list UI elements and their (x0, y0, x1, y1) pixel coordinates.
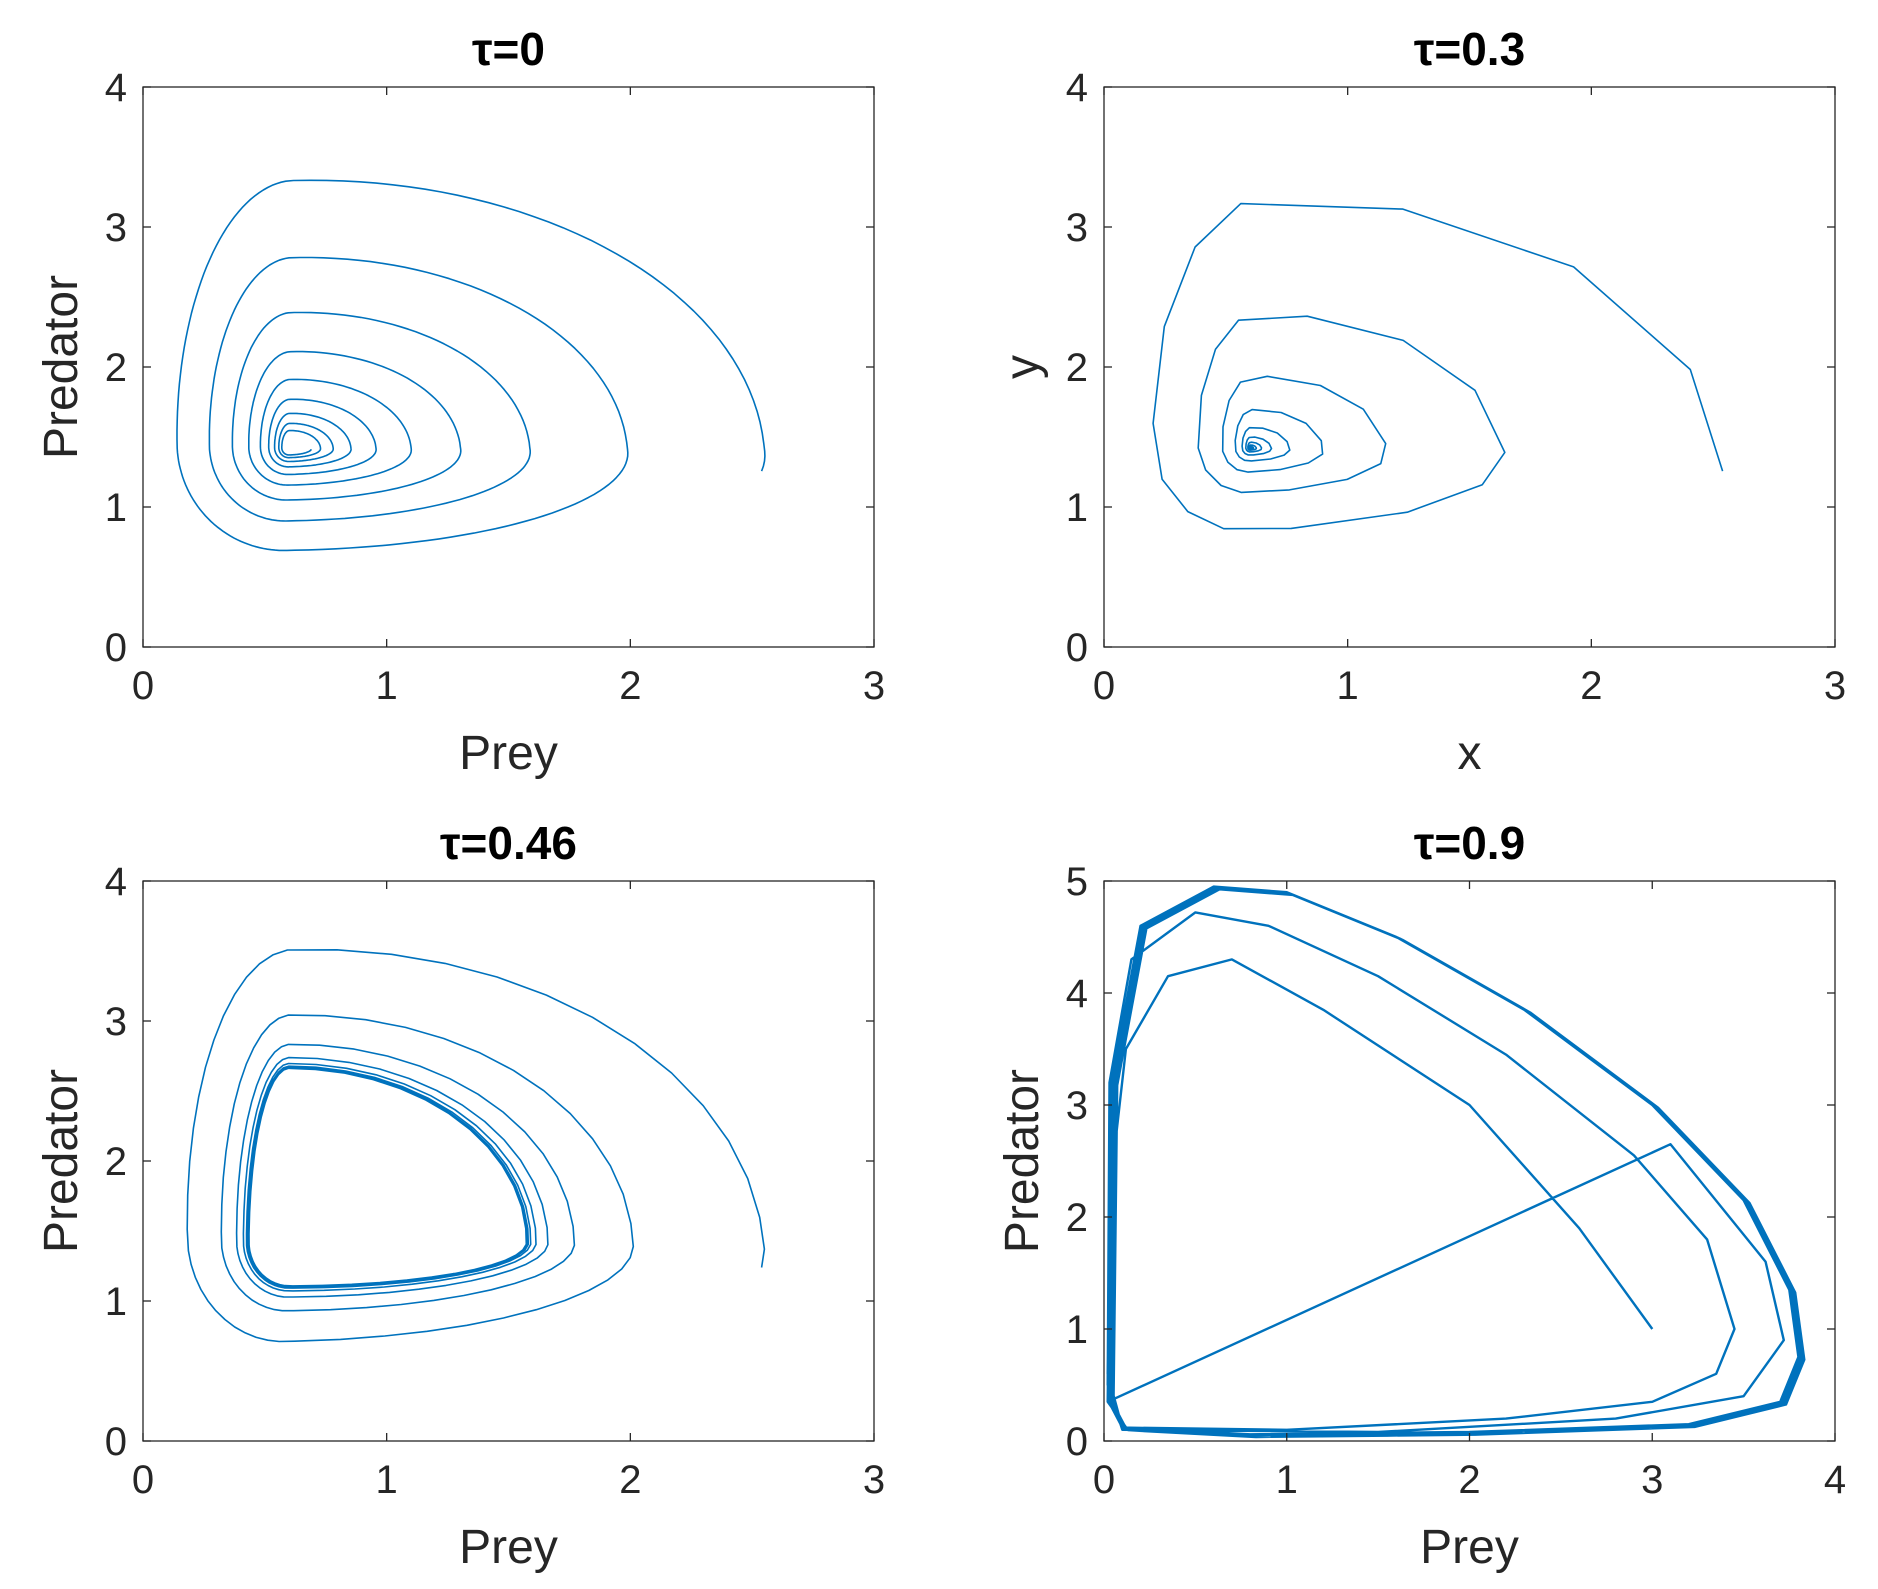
x-tick-label: 3 (863, 1458, 885, 1502)
y-tick-label: 1 (1066, 486, 1088, 530)
x-tick-label: 0 (132, 1458, 154, 1502)
chart-title: τ=0 (472, 23, 545, 75)
y-tick-label: 4 (105, 66, 127, 110)
chart-title: τ=0.46 (440, 817, 577, 869)
y-tick-label: 3 (105, 206, 127, 250)
subplot-3: 0 1 2 3 0 1 2 3 4 Prey Predator τ=0.46 (35, 817, 885, 1574)
x-tick-label: 4 (1824, 1458, 1846, 1502)
y-tick-label: 1 (1066, 1308, 1088, 1352)
x-tick-label: 2 (1458, 1458, 1480, 1502)
y-tick-label: 3 (105, 1000, 127, 1044)
series-line-trajectory (1152, 202, 1724, 530)
x-tick-label: 0 (132, 664, 154, 708)
subplot-2: 0 1 2 3 0 1 2 3 4 x y τ=0.3 (996, 23, 1846, 780)
y-tick-label: 4 (1066, 66, 1088, 110)
y-tick-label: 2 (1066, 1196, 1088, 1240)
y-tick-label: 0 (105, 626, 127, 670)
series-line-trajectory (1106, 885, 1806, 1439)
y-axis-label: Predator (35, 275, 88, 459)
x-tick-label: 1 (1337, 664, 1359, 708)
x-axis-label: x (1458, 727, 1482, 780)
axes-box (142, 86, 875, 648)
y-axis-label: Predator (35, 1069, 88, 1253)
x-axis-label: Prey (459, 1521, 558, 1574)
x-tick-label: 3 (863, 664, 885, 708)
y-tick-label: 2 (1066, 346, 1088, 390)
x-tick-label: 2 (1580, 664, 1602, 708)
chart-title: τ=0.3 (1414, 23, 1525, 75)
series-line-trajectory (186, 949, 766, 1343)
subplot-1: 0 1 2 3 0 1 2 3 4 Prey Predator τ=0 (35, 23, 885, 780)
chart-title: τ=0.9 (1414, 817, 1525, 869)
x-tick-label: 1 (1276, 1458, 1298, 1502)
y-axis-label: y (996, 355, 1049, 379)
x-axis-label: Prey (459, 727, 558, 780)
x-tick-label: 1 (376, 1458, 398, 1502)
y-tick-label: 0 (1066, 1420, 1088, 1464)
axes-box (1103, 86, 1836, 648)
x-tick-label: 3 (1641, 1458, 1663, 1502)
x-tick-label: 0 (1093, 1458, 1115, 1502)
y-tick-label: 3 (1066, 1084, 1088, 1128)
x-tick-label: 0 (1093, 664, 1115, 708)
y-tick-label: 0 (105, 1420, 127, 1464)
y-tick-label: 1 (105, 486, 127, 530)
y-axis-label: Predator (996, 1069, 1049, 1253)
series-line-trajectory (176, 179, 766, 552)
y-tick-label: 3 (1066, 206, 1088, 250)
x-tick-label: 2 (619, 1458, 641, 1502)
y-tick-label: 1 (105, 1280, 127, 1324)
y-tick-label: 0 (1066, 626, 1088, 670)
y-tick-label: 2 (105, 346, 127, 390)
y-tick-label: 5 (1066, 860, 1088, 904)
x-tick-label: 3 (1824, 664, 1846, 708)
x-tick-label: 2 (619, 664, 641, 708)
y-tick-label: 2 (105, 1140, 127, 1184)
y-tick-label: 4 (105, 860, 127, 904)
y-tick-label: 4 (1066, 972, 1088, 1016)
subplot-4: 0 1 2 3 4 0 1 2 3 4 5 Prey Predator τ=0.9 (996, 817, 1846, 1574)
x-tick-label: 1 (376, 664, 398, 708)
x-axis-label: Prey (1420, 1521, 1519, 1574)
